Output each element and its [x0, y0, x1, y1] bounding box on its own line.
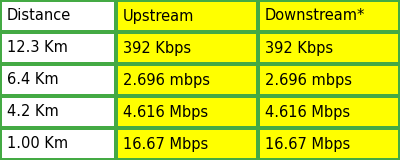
Text: 4.2 Km: 4.2 Km: [7, 104, 59, 120]
Bar: [118, 66, 256, 94]
Bar: [116, 32, 258, 64]
Bar: [260, 66, 398, 94]
Bar: [118, 98, 256, 126]
Text: 392 Kbps: 392 Kbps: [265, 40, 333, 56]
Text: Upstream: Upstream: [123, 8, 194, 24]
Bar: [258, 32, 400, 64]
Text: 1.00 Km: 1.00 Km: [7, 136, 68, 152]
Bar: [116, 0, 258, 32]
Bar: [0, 0, 116, 32]
Text: 2.696 mbps: 2.696 mbps: [123, 72, 210, 88]
Text: Downstream*: Downstream*: [265, 8, 365, 24]
Bar: [2, 34, 114, 62]
Bar: [116, 128, 258, 160]
Bar: [118, 2, 256, 30]
Text: 16.67 Mbps: 16.67 Mbps: [123, 136, 208, 152]
Bar: [2, 98, 114, 126]
Bar: [118, 34, 256, 62]
Bar: [0, 32, 116, 64]
Text: Distance: Distance: [7, 8, 71, 24]
Bar: [116, 64, 258, 96]
Bar: [258, 96, 400, 128]
Bar: [2, 130, 114, 158]
Bar: [258, 64, 400, 96]
Bar: [2, 2, 114, 30]
Bar: [2, 66, 114, 94]
Bar: [116, 96, 258, 128]
Bar: [258, 0, 400, 32]
Text: 6.4 Km: 6.4 Km: [7, 72, 59, 88]
Text: 2.696 mbps: 2.696 mbps: [265, 72, 352, 88]
Bar: [0, 96, 116, 128]
Text: 16.67 Mbps: 16.67 Mbps: [265, 136, 350, 152]
Text: 12.3 Km: 12.3 Km: [7, 40, 68, 56]
Bar: [0, 128, 116, 160]
Bar: [260, 2, 398, 30]
Bar: [0, 64, 116, 96]
Text: 392 Kbps: 392 Kbps: [123, 40, 191, 56]
Text: 4.616 Mbps: 4.616 Mbps: [265, 104, 350, 120]
Text: 4.616 Mbps: 4.616 Mbps: [123, 104, 208, 120]
Bar: [260, 98, 398, 126]
Bar: [260, 34, 398, 62]
Bar: [118, 130, 256, 158]
Bar: [258, 128, 400, 160]
Bar: [260, 130, 398, 158]
